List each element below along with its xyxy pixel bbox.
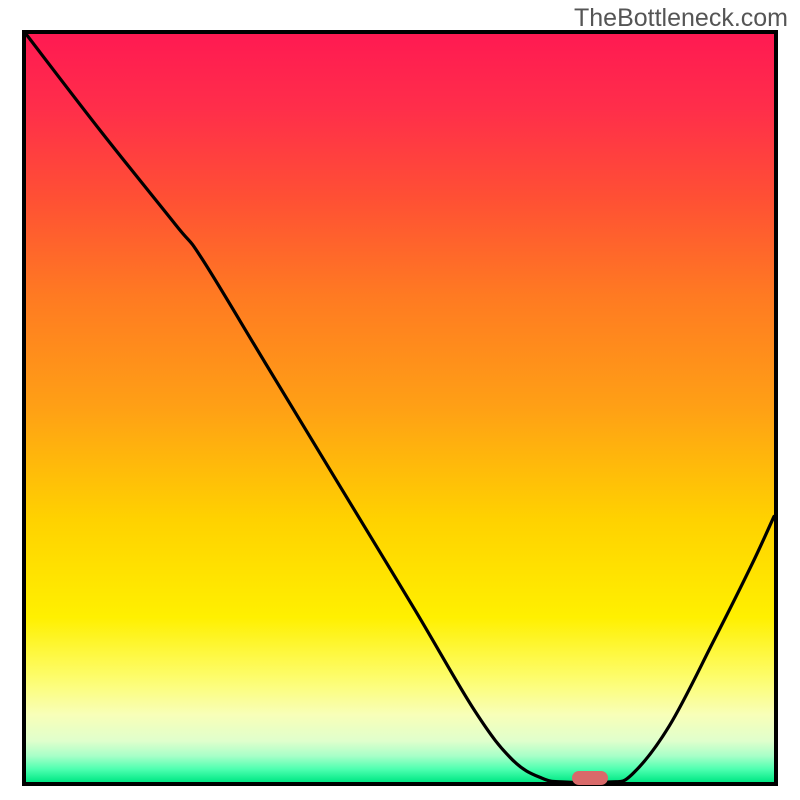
bottleneck-curve	[26, 34, 774, 782]
curve-layer	[26, 34, 774, 782]
plot-area	[22, 30, 778, 786]
bottleneck-chart: TheBottleneck.com	[0, 0, 800, 800]
optimum-marker	[572, 771, 608, 785]
watermark-text: TheBottleneck.com	[574, 4, 788, 33]
